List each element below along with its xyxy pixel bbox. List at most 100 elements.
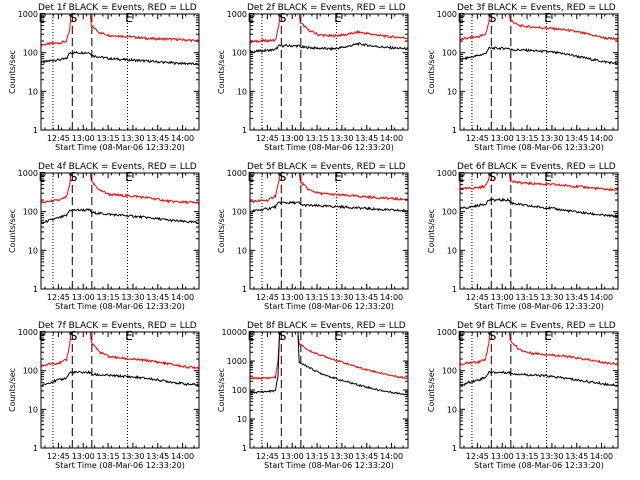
x-tick-label: 12:45 (256, 134, 279, 143)
y-axis-label: Counts/sec (427, 368, 436, 412)
series-line-red (41, 173, 199, 205)
x-tick-label: 14:00 (590, 452, 613, 461)
y-axis-label: Counts/sec (8, 209, 17, 253)
event-marker-label: E (544, 170, 552, 184)
series-line-red (250, 14, 408, 44)
x-tick-label: 12:45 (256, 293, 279, 302)
series-line-black (460, 46, 618, 65)
chart-title: Det 2f BLACK = Events, RED = LLD (247, 3, 406, 13)
x-tick-label: 13:15 (516, 293, 539, 302)
plot-frame (459, 172, 619, 290)
event-marker-label: E (334, 329, 342, 343)
x-tick-label: 13:00 (281, 452, 304, 461)
chart-title: Det 6f BLACK = Events, RED = LLD (457, 162, 616, 172)
event-marker-label: S (70, 170, 78, 184)
event-marker-label: S (489, 11, 497, 25)
y-tick-label: 1000 (18, 169, 38, 178)
event-marker-label: S (279, 170, 287, 184)
x-tick-label: 12:45 (466, 452, 489, 461)
x-tick-label: 13:15 (306, 452, 329, 461)
y-tick-label: 10 (447, 246, 457, 255)
event-marker-label: E (334, 170, 342, 184)
y-tick-label: 10 (237, 246, 247, 255)
y-tick-label: 100 (23, 49, 38, 58)
x-tick-label: 13:30 (540, 134, 563, 143)
x-tick-label: 13:00 (491, 293, 514, 302)
x-tick-label: 12:45 (256, 452, 279, 461)
x-tick-label: 12:45 (47, 293, 70, 302)
x-tick-label: 13:30 (330, 134, 353, 143)
x-tick-label: 13:45 (355, 293, 378, 302)
x-tick-label: 13:45 (565, 134, 588, 143)
x-tick-label: 13:30 (330, 452, 353, 461)
x-tick-label: 12:45 (47, 452, 70, 461)
series-line-black (460, 197, 618, 218)
x-tick-label: 13:45 (146, 452, 169, 461)
y-axis-label: Counts/sec (217, 209, 226, 253)
x-tick-label: 13:30 (330, 293, 353, 302)
event-marker-label: S (489, 170, 497, 184)
plot-frame (459, 13, 619, 131)
y-axis-label: Counts/sec (427, 209, 436, 253)
y-axis-label: Counts/sec (8, 368, 17, 412)
chart-panel-1: Det 1f BLACK = Events, RED = LLD 1 10 100 10… (8, 3, 200, 152)
x-tick-label: 14:00 (171, 134, 194, 143)
chart-title: Det 8f BLACK = Events, RED = LLD (247, 321, 406, 331)
y-axis-label: Counts/sec (217, 368, 226, 412)
event-marker-label: S (279, 329, 287, 343)
x-tick-label: 13:30 (121, 134, 144, 143)
event-marker-label: E (125, 11, 133, 25)
y-tick-label: 1000 (227, 169, 247, 178)
chart-panel-3: Det 3f BLACK = Events, RED = LLD 1 10 100 10… (427, 3, 619, 152)
x-tick-label: 12:45 (466, 293, 489, 302)
y-tick-label: 1 (452, 126, 457, 135)
y-tick-label: 10 (28, 246, 38, 255)
x-tick-label: 13:15 (97, 134, 120, 143)
series-line-black (250, 200, 408, 213)
y-tick-label: 10 (447, 405, 457, 414)
x-axis-label: Start Time (08-Mar-06 12:33:20) (474, 302, 604, 311)
y-tick-label: 1000 (227, 10, 247, 19)
y-tick-label: 10000 (222, 328, 247, 337)
series-line-black (41, 370, 199, 387)
x-tick-label: 13:00 (72, 134, 95, 143)
x-tick-label: 13:45 (355, 452, 378, 461)
y-tick-label: 1000 (18, 328, 38, 337)
series-line-black (41, 50, 199, 66)
x-tick-label: 13:15 (97, 452, 120, 461)
x-tick-label: 14:00 (590, 134, 613, 143)
y-tick-label: 100 (442, 208, 457, 217)
series-line-red (460, 332, 618, 366)
x-tick-label: 12:45 (47, 134, 70, 143)
x-tick-label: 14:00 (380, 293, 403, 302)
x-tick-label: 13:45 (565, 293, 588, 302)
chart-panel-2: Det 2f BLACK = Events, RED = LLD 1 10 100 10… (217, 3, 409, 152)
y-tick-label: 10 (28, 405, 38, 414)
y-axis-label: Counts/sec (427, 50, 436, 94)
x-tick-label: 13:15 (97, 293, 120, 302)
x-tick-label: 13:00 (491, 134, 514, 143)
x-tick-label: 13:30 (540, 293, 563, 302)
x-tick-label: 14:00 (380, 452, 403, 461)
y-tick-label: 1 (242, 444, 247, 453)
y-tick-label: 100 (23, 367, 38, 376)
x-tick-label: 13:00 (491, 452, 514, 461)
y-tick-label: 1 (452, 285, 457, 294)
x-axis-label: Start Time (08-Mar-06 12:33:20) (264, 302, 394, 311)
x-tick-label: 13:45 (565, 452, 588, 461)
series-line-black (460, 370, 618, 387)
event-marker-label: E (38, 329, 46, 343)
y-tick-label: 1000 (437, 328, 457, 337)
series-line-red (41, 332, 199, 370)
event-marker-label: E (457, 170, 465, 184)
y-tick-label: 1 (242, 285, 247, 294)
plot-frame (40, 172, 200, 290)
y-tick-label: 1 (33, 444, 38, 453)
series-line-red (41, 14, 199, 47)
y-tick-label: 1000 (227, 357, 247, 366)
x-tick-label: 13:45 (355, 134, 378, 143)
x-tick-label: 13:00 (281, 134, 304, 143)
series-line-black (41, 208, 199, 224)
chart-title: Det 1f BLACK = Events, RED = LLD (38, 3, 197, 13)
x-tick-label: 14:00 (590, 293, 613, 302)
